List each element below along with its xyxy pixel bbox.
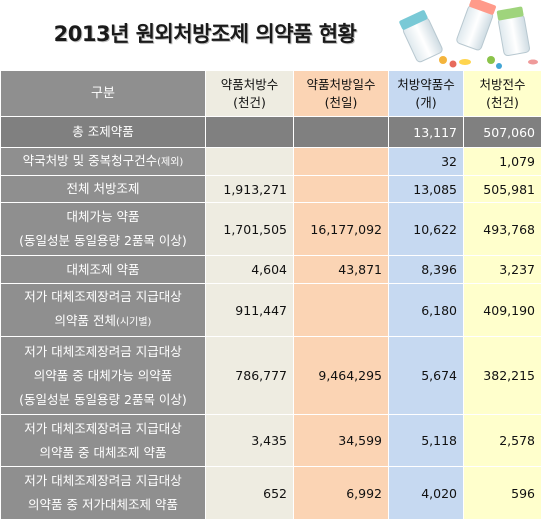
header-col1: 약품처방수(천건) <box>206 71 294 117</box>
row-label: 약국처방 및 중복청구건수(제외) <box>1 148 206 176</box>
row-label: 대체조제 약품 <box>1 256 206 284</box>
cell-col1: 1,913,271 <box>206 176 294 203</box>
cell-col3: 13,117 <box>389 117 464 148</box>
cell-col1 <box>206 148 294 176</box>
header-col2: 약품처방일수(천일) <box>294 71 389 117</box>
cell-col2: 16,177,092 <box>294 203 389 256</box>
cell-col2: 6,992 <box>294 467 389 520</box>
header-col3: 처방약품수(개) <box>389 71 464 117</box>
cell-col1: 4,604 <box>206 256 294 284</box>
cell-col2 <box>294 284 389 337</box>
cell-col4: 507,060 <box>464 117 541 148</box>
cell-col3: 32 <box>389 148 464 176</box>
cell-col4: 3,237 <box>464 256 541 284</box>
cell-col1 <box>206 117 294 148</box>
cell-col4: 505,981 <box>464 176 541 203</box>
cell-col2: 9,464,295 <box>294 337 389 415</box>
cell-col3: 8,396 <box>389 256 464 284</box>
cell-col1: 3,435 <box>206 415 294 467</box>
cell-col3: 5,118 <box>389 415 464 467</box>
cell-col4: 596 <box>464 467 541 520</box>
cell-col4: 2,578 <box>464 415 541 467</box>
table-row: 총 조제약품 13,117 507,060 <box>1 117 541 148</box>
cell-col3: 13,085 <box>389 176 464 203</box>
header-category: 구분 <box>1 71 206 117</box>
row-label: 대체가능 약품(동일성분 동일용량 2품목 이상) <box>1 203 206 256</box>
table-row: 대체조제 약품 4,604 43,871 8,396 3,237 <box>1 256 541 284</box>
cell-col3: 6,180 <box>389 284 464 337</box>
medicine-bottles-illustration <box>395 0 541 70</box>
table-row: 약국처방 및 중복청구건수(제외) 32 1,079 <box>1 148 541 176</box>
cell-col1: 1,701,505 <box>206 203 294 256</box>
cell-col1: 786,777 <box>206 337 294 415</box>
cell-col2 <box>294 117 389 148</box>
cell-col4: 409,190 <box>464 284 541 337</box>
cell-col4: 1,079 <box>464 148 541 176</box>
cell-col2: 34,599 <box>294 415 389 467</box>
cell-col4: 493,768 <box>464 203 541 256</box>
row-label: 총 조제약품 <box>1 117 206 148</box>
prescription-stats-table: 구분 약품처방수(천건) 약품처방일수(천일) 처방약품수(개) 처방전수(천건… <box>0 70 541 520</box>
cell-col2 <box>294 148 389 176</box>
table-row: 대체가능 약품(동일성분 동일용량 2품목 이상) 1,701,505 16,1… <box>1 203 541 256</box>
table-row: 전체 처방조제 1,913,271 13,085 505,981 <box>1 176 541 203</box>
cell-col2 <box>294 176 389 203</box>
table-header-row: 구분 약품처방수(천건) 약품처방일수(천일) 처방약품수(개) 처방전수(천건… <box>1 71 541 117</box>
title-bar: 2013년 원외처방조제 의약품 현황 <box>0 0 541 70</box>
header-col4: 처방전수(천건) <box>464 71 541 117</box>
cell-col4: 382,215 <box>464 337 541 415</box>
cell-col1: 911,447 <box>206 284 294 337</box>
row-label: 전체 처방조제 <box>1 176 206 203</box>
cell-col2: 43,871 <box>294 256 389 284</box>
cell-col3: 10,622 <box>389 203 464 256</box>
cell-col3: 5,674 <box>389 337 464 415</box>
cell-col3: 4,020 <box>389 467 464 520</box>
page-title: 2013년 원외처방조제 의약품 현황 <box>0 18 410 48</box>
cell-col1: 652 <box>206 467 294 520</box>
